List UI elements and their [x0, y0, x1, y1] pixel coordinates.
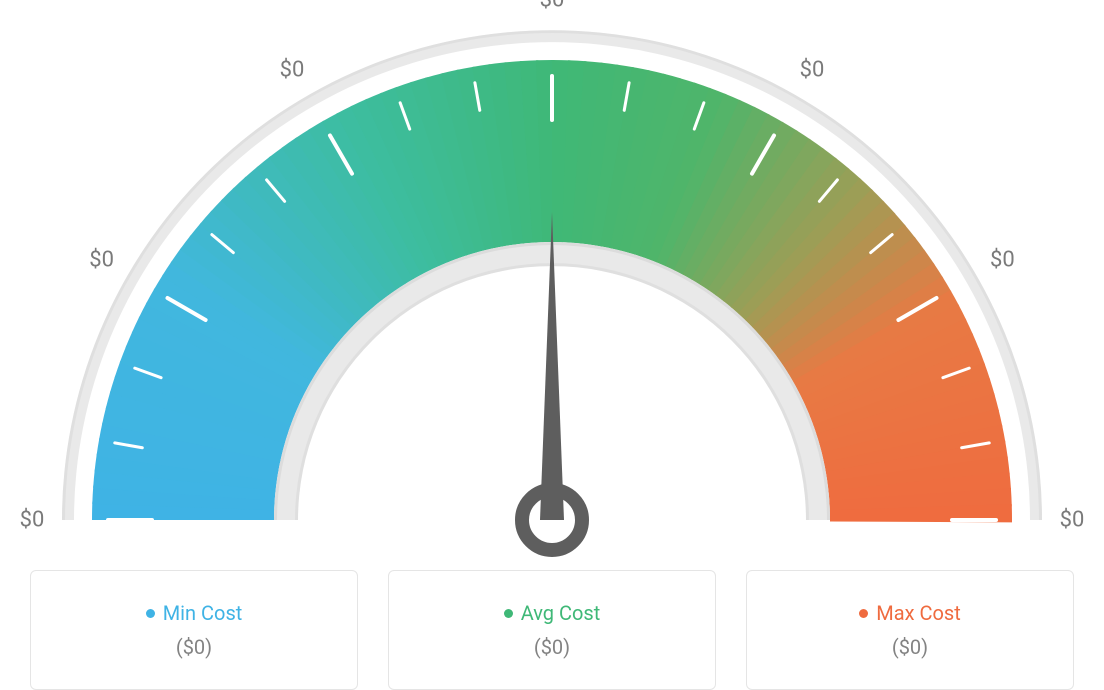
cost-gauge-widget: $0$0$0$0$0$0$0 Min Cost($0)Avg Cost($0)M…: [0, 0, 1104, 690]
legend-title-text: Min Cost: [163, 601, 243, 625]
gauge-tick-label: $0: [540, 0, 565, 13]
legend-dot-icon: [146, 609, 155, 618]
legend-row: Min Cost ($0) Avg Cost ($0) Max Cost ($0): [0, 570, 1104, 690]
legend-card: Avg Cost ($0): [388, 570, 716, 690]
gauge-tick-label: $0: [1060, 508, 1085, 533]
legend-value: ($0): [534, 635, 570, 659]
legend-title-text: Avg Cost: [521, 601, 601, 625]
legend-dot-icon: [504, 609, 513, 618]
legend-title-text: Max Cost: [876, 601, 961, 625]
gauge-svg: [0, 0, 1104, 560]
legend-title: Max Cost: [859, 601, 961, 625]
gauge-tick-label: $0: [990, 248, 1015, 273]
legend-card: Min Cost ($0): [30, 570, 358, 690]
gauge-tick-label: $0: [89, 248, 114, 273]
legend-value: ($0): [176, 635, 212, 659]
legend-value: ($0): [892, 635, 928, 659]
gauge-tick-label: $0: [800, 57, 825, 82]
gauge-tick-label: $0: [280, 57, 305, 82]
legend-title: Avg Cost: [504, 601, 601, 625]
gauge-tick-label: $0: [20, 508, 45, 533]
legend-card: Max Cost ($0): [746, 570, 1074, 690]
gauge-area: $0 $0 $0 $0 $0 $0 $0: [0, 0, 1104, 560]
legend-title: Min Cost: [146, 601, 243, 625]
legend-dot-icon: [859, 609, 868, 618]
